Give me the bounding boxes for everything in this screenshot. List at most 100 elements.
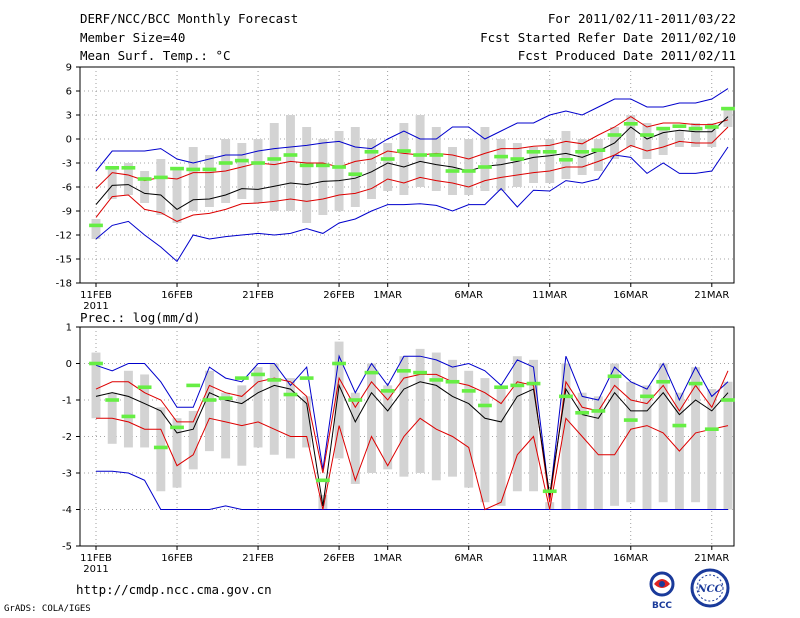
member-marker xyxy=(688,381,703,386)
ensemble-box xyxy=(367,139,376,199)
series-line-min xyxy=(95,146,729,263)
member-marker xyxy=(478,403,492,408)
ensemble-box xyxy=(383,143,393,191)
y-tick-label: 3 xyxy=(66,111,72,122)
forecast-period: For 2011/02/11-2011/03/22 xyxy=(547,11,736,26)
member-marker xyxy=(89,223,103,228)
series-line-mean xyxy=(95,381,729,506)
member-marker xyxy=(461,169,476,173)
ensemble-box xyxy=(367,363,376,473)
member-marker xyxy=(170,166,184,171)
series-line-min xyxy=(96,470,728,510)
ensemble-box xyxy=(448,359,457,477)
x-tick-label: 6MAR xyxy=(454,290,483,301)
forecast-start-date: Fcst Started Refer Date 2011/02/10 xyxy=(480,30,736,45)
source-url[interactable]: http://cmdp.ncc.cma.gov.cn xyxy=(76,582,272,597)
bcc-logo-text: BCC xyxy=(652,601,672,611)
member-marker xyxy=(672,124,687,128)
member-marker xyxy=(105,398,120,402)
ensemble-box xyxy=(431,127,441,191)
ensemble-box xyxy=(204,155,214,207)
ensemble-box xyxy=(691,367,701,503)
ensemble-box xyxy=(318,139,328,215)
temperature-panel: 9 6 3 0 -3 -6 -9 -12 -15 -18 11FEB 16FEB 21FEB 26FEB 1… xyxy=(56,63,735,312)
member-marker xyxy=(429,153,444,157)
member-marker xyxy=(704,427,719,431)
bcc-logo-icon: BCC xyxy=(649,571,675,611)
x-tick-label: 11MAR xyxy=(532,290,567,301)
member-marker xyxy=(526,381,541,386)
series-line-max xyxy=(95,88,729,172)
member-marker xyxy=(640,133,654,137)
ensemble-box xyxy=(691,123,701,147)
member-marker xyxy=(526,150,541,154)
member-marker xyxy=(607,133,622,137)
member-marker xyxy=(510,383,525,388)
x-year-label: 2011 xyxy=(83,564,108,575)
member-marker xyxy=(380,157,395,161)
series-line-mean xyxy=(95,116,729,211)
ensemble-box xyxy=(642,385,652,510)
forecast-produced-date: Fcst Produced Date 2011/02/11 xyxy=(517,48,736,63)
ensemble-box xyxy=(464,370,474,488)
y-tick-label: 0 xyxy=(66,359,72,370)
x-tick-label: 21MAR xyxy=(694,553,729,564)
ensemble-box xyxy=(707,123,717,147)
ensemble-box xyxy=(123,163,133,195)
y-tick-label: -2 xyxy=(62,432,72,443)
ensemble-box xyxy=(140,374,150,448)
member-marker xyxy=(186,383,201,388)
y-tick-label: -6 xyxy=(62,183,72,194)
ensemble-box xyxy=(626,115,636,147)
y-tick-label: -18 xyxy=(56,279,72,290)
ensemble-box xyxy=(172,167,182,223)
ensemble-box xyxy=(610,363,620,506)
ensemble-box xyxy=(156,159,166,215)
ensemble-box xyxy=(269,123,279,211)
member-marker xyxy=(267,157,282,161)
member-marker xyxy=(575,150,590,154)
member-marker xyxy=(251,372,265,377)
series-line-max xyxy=(95,354,729,499)
member-marker xyxy=(170,425,184,430)
precipitation-panel: 1 0 -1 -2 -3 -4 -5 11FEB 16FEB 21FEB 26FEB 1MAR 6MAR… xyxy=(62,323,735,575)
ensemble-box xyxy=(204,370,214,452)
ensemble-box xyxy=(480,127,490,191)
y-tick-label: -9 xyxy=(62,207,72,218)
member-marker xyxy=(283,153,298,157)
ensemble-box xyxy=(188,147,198,211)
ensemble-box xyxy=(350,392,360,484)
ensemble-box xyxy=(658,127,668,155)
y-tick-label: -4 xyxy=(62,505,72,516)
ensemble-box xyxy=(577,392,587,510)
member-marker xyxy=(397,369,411,373)
member-marker xyxy=(429,378,444,382)
member-marker xyxy=(234,158,249,163)
x-tick-label: 6MAR xyxy=(454,553,483,564)
y-tick-label: -5 xyxy=(62,542,72,553)
ensemble-box xyxy=(156,407,166,492)
ensemble-box xyxy=(399,356,409,477)
ensemble-box xyxy=(723,381,733,510)
member-marker xyxy=(413,370,427,375)
member-marker xyxy=(656,379,671,384)
member-marker xyxy=(721,106,735,111)
member-marker xyxy=(542,489,557,494)
x-tick-label: 11FEB xyxy=(80,553,112,564)
ensemble-box xyxy=(642,123,652,159)
member-marker xyxy=(445,169,460,173)
member-marker xyxy=(153,445,168,450)
y-tick-label: -3 xyxy=(62,469,72,480)
ensemble-box xyxy=(674,131,684,147)
ensemble-box xyxy=(334,341,344,459)
y-tick-label: 0 xyxy=(66,135,72,146)
member-marker xyxy=(121,166,136,170)
ensemble-box xyxy=(593,139,603,171)
ensemble-box xyxy=(561,131,571,179)
y-tick-label: -15 xyxy=(56,255,72,266)
ensemble-box xyxy=(172,418,182,488)
ensemble-box xyxy=(237,143,247,199)
ensemble-box xyxy=(350,127,360,207)
ensemble-box xyxy=(140,171,150,203)
